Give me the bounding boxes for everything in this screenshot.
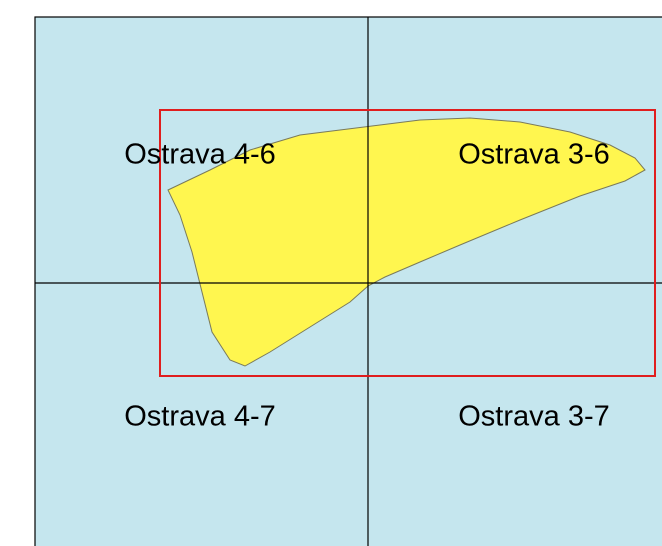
region xyxy=(167,117,646,367)
sheet-label: Ostrava 3-6 xyxy=(458,139,610,171)
sheet-label: Ostrava 4-6 xyxy=(124,139,276,171)
sheet-label: Ostrava 3-7 xyxy=(458,401,610,433)
selection-frame xyxy=(159,109,656,377)
sheet-label: Ostrava 4-7 xyxy=(124,401,276,433)
